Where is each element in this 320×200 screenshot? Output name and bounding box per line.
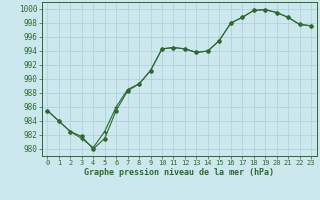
- X-axis label: Graphe pression niveau de la mer (hPa): Graphe pression niveau de la mer (hPa): [84, 168, 274, 177]
